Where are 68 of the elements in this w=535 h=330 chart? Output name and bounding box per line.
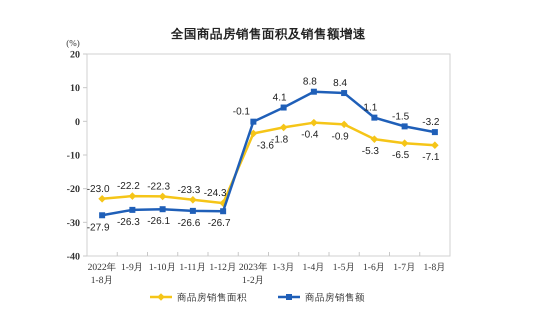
data-label: -26.7: [208, 218, 231, 230]
point: [250, 118, 256, 125]
x-tick-label: 1-3月: [272, 262, 295, 273]
y-axis-title: (%): [66, 38, 80, 48]
point: [310, 88, 317, 95]
data-label: -27.9: [86, 222, 110, 234]
data-label: -0.1: [232, 106, 250, 118]
point: [280, 124, 288, 132]
x-tick-label: 2022年 1-8月: [88, 261, 117, 286]
data-label: -26.1: [147, 216, 170, 228]
data-label: -22.2: [116, 181, 140, 192]
x-tick-label: 1-9月: [121, 262, 144, 273]
point: [99, 212, 106, 218]
legend-label: 商品房销售额: [305, 292, 365, 304]
y-tick-label: -10: [66, 150, 80, 162]
point: [280, 104, 287, 111]
point: [371, 114, 378, 121]
point: [340, 120, 348, 128]
point: [370, 135, 378, 143]
data-label: -0.9: [332, 131, 350, 142]
point: [310, 118, 318, 126]
point: [98, 194, 106, 203]
x-tick-label: 1-7月: [393, 262, 416, 273]
point: [432, 129, 438, 136]
data-label: -24.3: [204, 188, 227, 200]
y-tick-label: -20: [66, 184, 80, 196]
x-tick-label: 1-4月: [302, 262, 326, 273]
y-tick-label: -30: [66, 218, 80, 229]
point: [160, 206, 166, 212]
legend-label: 商品房销售面积: [177, 292, 247, 304]
point: [158, 192, 166, 200]
point: [341, 90, 348, 96]
data-label: -3.6: [256, 140, 274, 152]
data-label: -1.5: [392, 111, 410, 122]
x-tick-label: 2023年 1-2月: [238, 261, 268, 286]
data-label: -7.1: [422, 152, 440, 164]
data-label: -5.3: [362, 146, 380, 158]
data-label: -0.4: [301, 130, 319, 141]
x-tick-label: 1-10月: [148, 262, 176, 273]
data-label: 8.8: [302, 76, 318, 88]
point: [402, 123, 408, 130]
point: [189, 196, 197, 204]
data-label: -26.3: [116, 216, 140, 228]
data-label: -22.3: [147, 181, 170, 192]
y-tick-label: 10: [70, 83, 80, 94]
data-label: -6.5: [392, 150, 410, 162]
data-label: -23.3: [177, 184, 201, 196]
point: [400, 139, 408, 148]
x-tick-label: 1-6月: [363, 262, 386, 273]
x-tick-label: 1-12月: [209, 262, 237, 273]
data-label: -26.6: [177, 218, 201, 229]
data-label: 8.4: [333, 78, 348, 90]
point: [190, 208, 196, 214]
x-tick-label: 1-8月: [424, 262, 446, 273]
point: [129, 206, 136, 213]
y-tick-label: -40: [66, 252, 80, 262]
point: [250, 130, 258, 138]
y-tick-label: 0: [75, 116, 80, 128]
data-label: -3.2: [422, 117, 440, 128]
chart-title: 全国商品房销售面积及销售额增速: [170, 26, 367, 41]
x-tick-label: 1-11月: [179, 262, 206, 273]
y-tick-label: 20: [70, 50, 80, 60]
point: [220, 208, 226, 214]
data-label: 4.1: [272, 92, 288, 104]
data-label: -23.0: [86, 184, 110, 195]
x-tick-label: 1-5月: [332, 262, 356, 273]
point: [431, 141, 439, 150]
data-label: 1.1: [363, 102, 378, 114]
